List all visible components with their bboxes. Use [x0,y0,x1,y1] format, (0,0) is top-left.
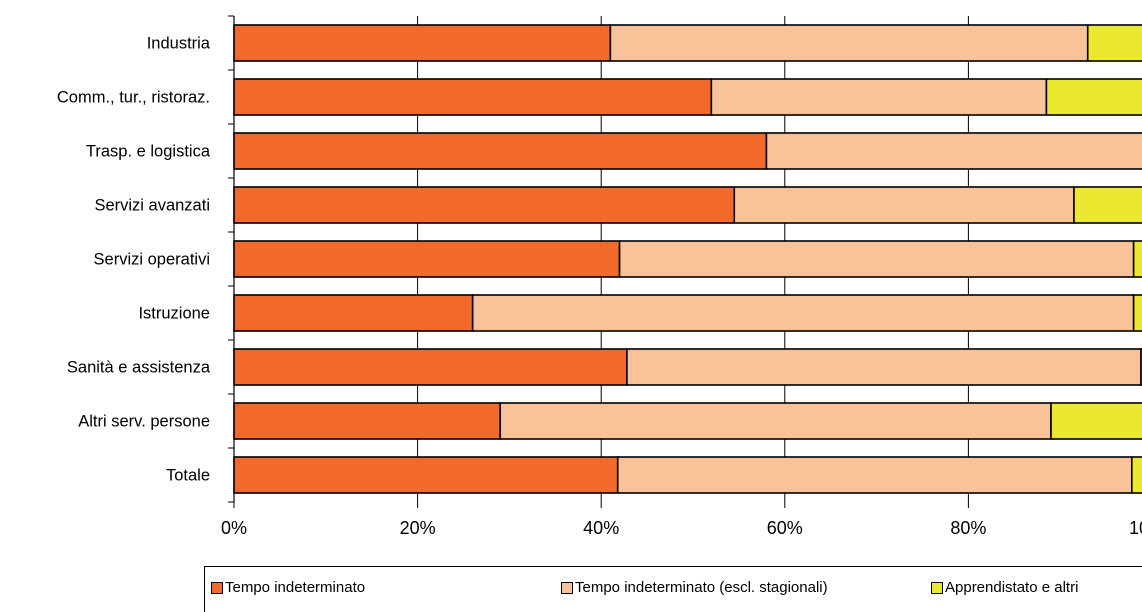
x-tick-label: 80% [950,518,986,538]
bar-segment-3 [1131,456,1142,494]
bar-segment-3 [1050,402,1142,440]
bar-segment-3 [1140,348,1142,386]
x-tick-label: 20% [400,518,436,538]
bar-segment-2 [733,186,1075,224]
bar-segment-2 [616,456,1133,494]
legend-item-tempo-indeterminato-escl: Tempo indeterminato (escl. stagionali) [561,579,828,596]
bar-segment-2 [710,78,1048,116]
legend-swatch [211,581,223,594]
x-tick-label: 60% [767,518,803,538]
bar-segment-1 [233,186,736,224]
category-label: Totale [166,467,210,485]
category-label: Trasp. e logistica [86,143,211,161]
chart-legend: Tempo indeterminato Tempo indeterminato … [204,566,1142,612]
bar-segment-2 [618,240,1135,278]
bar-segment-1 [233,78,713,116]
bar-segment-3 [1086,24,1142,62]
bar-segment-2 [626,348,1142,386]
bar-segment-2 [471,294,1135,332]
x-tick-label: 100% [1129,518,1142,538]
legend-label: Tempo indeterminato (escl. stagionali) [575,579,828,596]
bar-segment-3 [1045,78,1142,116]
bar-segment-3 [1073,186,1142,224]
bar-segment-1 [233,348,628,386]
legend-swatch [931,581,943,594]
category-label: Comm., tur., ristoraz. [57,89,210,107]
bar-segment-3 [1132,294,1142,332]
legend-item-tempo-indeterminato: Tempo indeterminato [211,579,365,596]
legend-label: Tempo indeterminato [225,579,366,596]
bar-segment-1 [233,240,621,278]
bar-segment-1 [233,456,619,494]
category-label: Istruzione [138,305,210,323]
legend-label: Apprendistato e altri [945,579,1079,596]
category-label: Servizi avanzati [94,197,210,215]
category-label: Industria [147,35,211,53]
x-tick-label: 40% [583,518,619,538]
bar-segment-2 [609,24,1089,62]
bar-segment-1 [233,402,502,440]
bar-segment-1 [233,294,474,332]
x-tick-label: 0% [221,518,247,538]
bar-segment-2 [765,132,1142,170]
bar-segment-1 [233,132,768,170]
legend-swatch [561,581,573,594]
legend-item-apprendistato: Apprendistato e altri [931,579,1078,596]
bar-segment-1 [233,24,612,62]
bar-segment-2 [499,402,1052,440]
bar-segment-3 [1132,240,1142,278]
category-label: Altri serv. persone [78,413,210,431]
category-label: Sanità e assistenza [67,359,211,377]
category-label: Servizi operativi [94,251,210,269]
